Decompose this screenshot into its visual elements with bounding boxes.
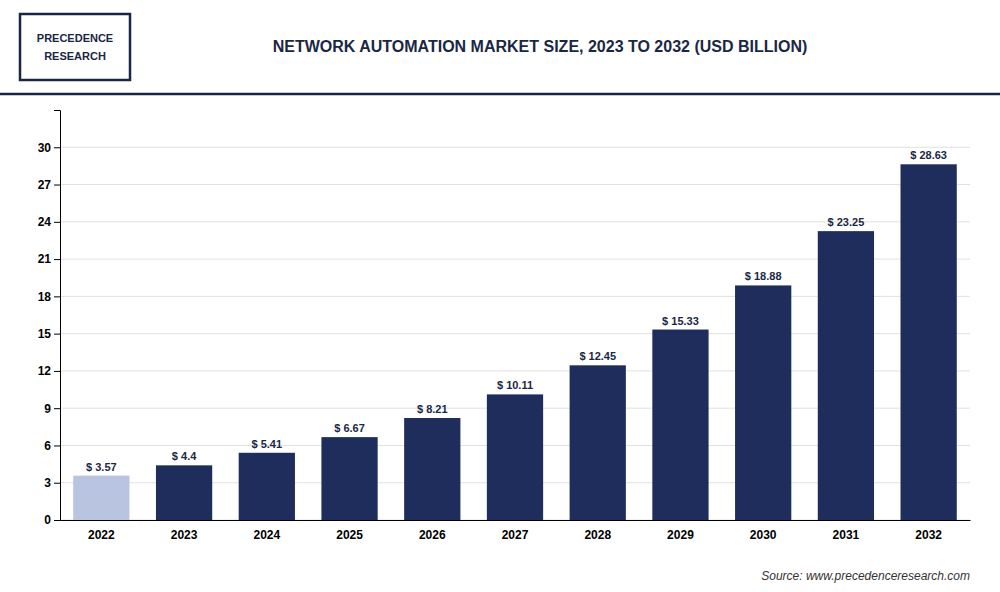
data-label: $ 6.67 <box>334 422 365 434</box>
x-tick: 2031 <box>833 528 860 542</box>
y-tick-label: 9 <box>44 402 51 416</box>
data-label: $ 4.4 <box>172 450 197 462</box>
y-tick: 9 <box>44 402 60 416</box>
y-tick-label: 12 <box>38 364 52 378</box>
x-tick-label: 2029 <box>667 528 694 542</box>
logo-text: RESEARCH <box>44 50 106 62</box>
x-tick: 2022 <box>88 528 115 542</box>
data-label: $ 5.41 <box>252 438 283 450</box>
chart: PRECEDENCE RESEARCH NETWORK AUTOMATION MAR… <box>0 0 1000 592</box>
y-tick-mark <box>54 445 60 446</box>
bar <box>404 418 460 520</box>
y-tick-label: 24 <box>38 215 52 229</box>
data-label: $ 10.11 <box>497 379 533 391</box>
y-tick: 18 <box>38 290 60 304</box>
y-tick-mark <box>54 520 60 521</box>
y-tick-mark <box>54 222 60 223</box>
x-tick: 2025 <box>336 528 363 542</box>
plot: $ 3.57 $ 4.4 $ 5.41 $ 6.67 $ 8.21 $ 10.11 $ 12… <box>38 111 971 542</box>
x-axis-line <box>61 520 971 521</box>
grid-line <box>60 147 970 148</box>
data-label: $ 23.25 <box>828 216 865 228</box>
y-tick: 3 <box>44 476 60 490</box>
x-tick-label: 2032 <box>915 528 942 542</box>
x-tick-label: 2031 <box>833 528 860 542</box>
x-tick-label: 2028 <box>584 528 611 542</box>
x-axis: 2022 2023 2024 2025 2026 2027 2028 2029 2030 2031… <box>61 521 971 542</box>
bar <box>818 231 874 520</box>
bars <box>73 164 957 520</box>
x-tick: 2028 <box>584 528 611 542</box>
y-tick-label: 18 <box>38 290 52 304</box>
y-tick-label: 15 <box>38 327 52 341</box>
data-label: $ 18.88 <box>745 270 782 282</box>
y-axis: 0 3 6 9 12 15 18 21 24 27 30 <box>38 111 61 528</box>
y-tick-mark <box>54 334 60 335</box>
y-tick-mark <box>54 296 60 297</box>
y-tick: 15 <box>38 327 60 341</box>
y-tick-label: 21 <box>38 252 52 266</box>
logo-box <box>20 14 130 80</box>
data-label: $ 8.21 <box>417 403 448 415</box>
x-tick: 2027 <box>502 528 529 542</box>
bar <box>156 465 212 520</box>
header-rule <box>0 93 1000 96</box>
y-tick: 21 <box>38 252 60 266</box>
y-tick-mark <box>54 408 60 409</box>
y-tick: 27 <box>38 178 60 192</box>
bar <box>901 164 957 520</box>
x-tick: 2023 <box>171 528 198 542</box>
bar <box>735 285 791 520</box>
x-tick: 2030 <box>750 528 777 542</box>
y-tick-label: 30 <box>38 141 52 155</box>
x-tick-label: 2024 <box>253 528 280 542</box>
y-tick-label: 3 <box>44 476 51 490</box>
x-tick: 2026 <box>419 528 446 542</box>
logo-text: PRECEDENCE <box>37 32 113 44</box>
data-label: $ 15.33 <box>662 315 699 327</box>
y-tick: 0 <box>44 513 60 527</box>
bar <box>239 453 295 520</box>
y-tick: 6 <box>44 439 60 453</box>
x-tick: 2032 <box>915 528 942 542</box>
y-tick-mark <box>54 185 60 186</box>
data-label: $ 28.63 <box>910 149 947 161</box>
x-tick: 2024 <box>253 528 280 542</box>
x-tick-label: 2026 <box>419 528 446 542</box>
grid-line <box>60 184 970 185</box>
y-tick-mark <box>54 259 60 260</box>
y-tick: 30 <box>38 141 60 155</box>
y-tick-mark <box>54 371 60 372</box>
y-tick-label: 6 <box>44 439 51 453</box>
bar <box>321 437 377 520</box>
bar <box>487 394 543 520</box>
y-tick-mark <box>54 483 60 484</box>
grid <box>60 147 970 520</box>
x-tick: 2029 <box>667 528 694 542</box>
y-tick-label: 0 <box>44 513 51 527</box>
x-tick-label: 2022 <box>88 528 115 542</box>
data-labels: $ 3.57 $ 4.4 $ 5.41 $ 6.67 $ 8.21 $ 10.11 $ 12… <box>86 149 947 472</box>
y-tick: 24 <box>38 215 60 229</box>
data-label: $ 3.57 <box>86 461 117 473</box>
x-tick-label: 2025 <box>336 528 363 542</box>
y-tick: 12 <box>38 364 60 378</box>
y-tick-label: 27 <box>38 178 52 192</box>
data-label: $ 12.45 <box>579 350 616 362</box>
bar <box>570 365 626 520</box>
y-tick-mark <box>54 147 60 148</box>
bar <box>652 330 708 520</box>
source: Source: www.precedenceresearch.com <box>761 569 970 583</box>
x-tick-label: 2030 <box>750 528 777 542</box>
bar <box>73 476 129 520</box>
title: NETWORK AUTOMATION MARKET SIZE, 2023 TO … <box>273 38 808 55</box>
x-tick-label: 2023 <box>171 528 198 542</box>
y-axis-line <box>54 111 61 521</box>
x-tick-label: 2027 <box>502 528 529 542</box>
